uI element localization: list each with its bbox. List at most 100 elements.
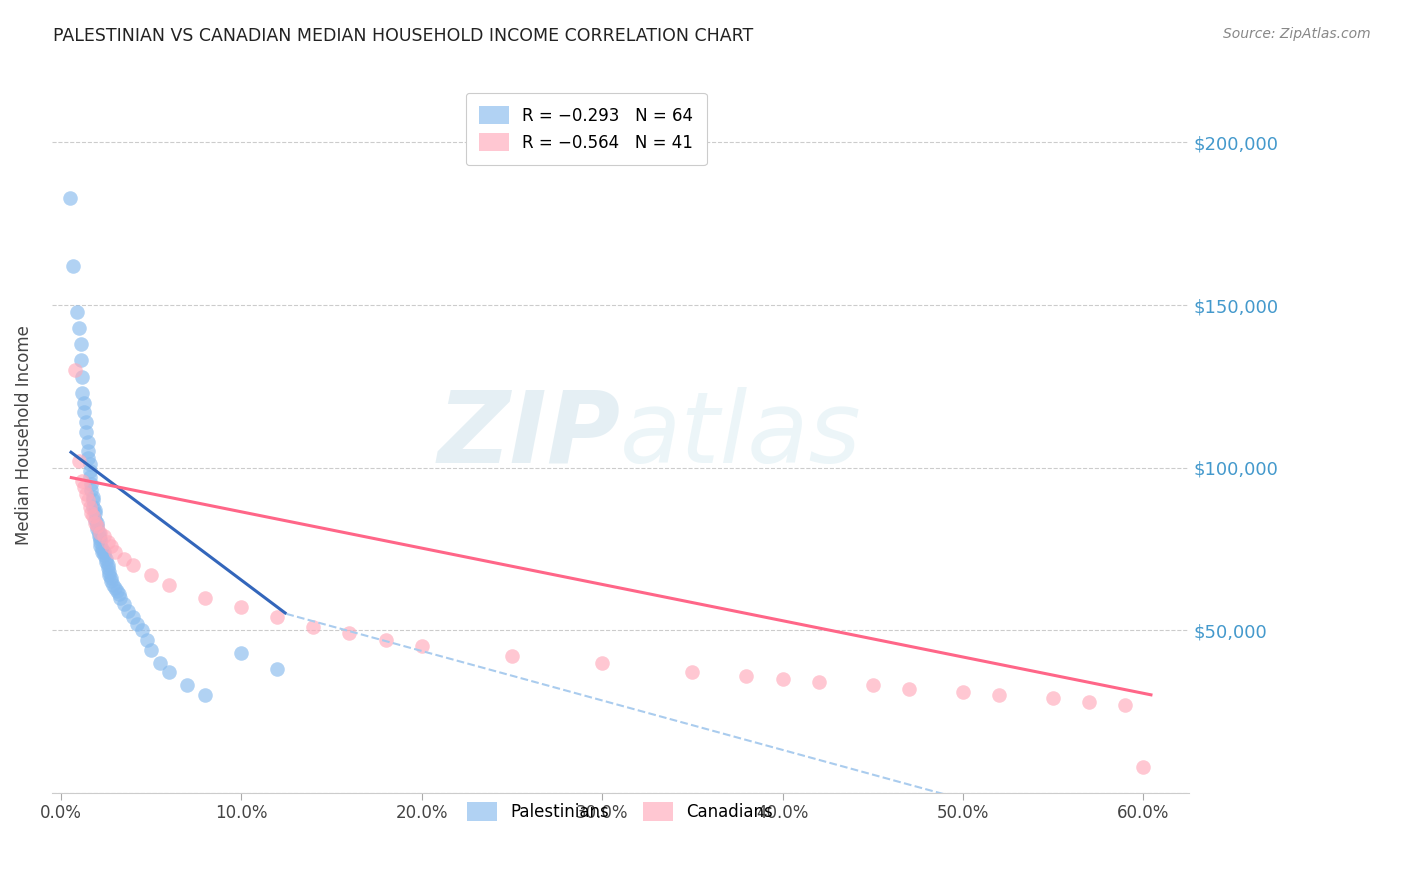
Point: [93, 545, 115, 559]
Point: [84, 512, 107, 526]
Point: [82, 493, 104, 508]
Point: [591, 656, 613, 670]
Point: [82, 490, 104, 504]
Point: [104, 581, 127, 595]
Point: [73, 395, 96, 409]
Point: [63, 363, 86, 377]
Point: [79, 470, 101, 484]
Point: [139, 642, 162, 657]
Point: [100, 571, 122, 585]
Point: [104, 545, 127, 559]
Point: [862, 678, 884, 692]
Point: [79, 458, 101, 472]
Text: Source: ZipAtlas.com: Source: ZipAtlas.com: [1223, 27, 1371, 41]
Point: [122, 558, 145, 573]
Point: [73, 480, 96, 494]
Point: [72, 474, 94, 488]
Point: [89, 532, 111, 546]
Point: [80, 483, 103, 498]
Point: [302, 620, 325, 634]
Point: [86, 519, 108, 533]
Point: [69, 353, 91, 368]
Point: [69, 337, 91, 351]
Point: [75, 486, 97, 500]
Point: [112, 551, 135, 566]
Point: [98, 565, 121, 579]
Point: [131, 623, 153, 637]
Point: [66, 304, 89, 318]
Point: [84, 516, 107, 530]
Point: [86, 522, 108, 536]
Point: [136, 632, 159, 647]
Point: [231, 646, 253, 660]
Point: [72, 385, 94, 400]
Point: [194, 688, 217, 702]
Point: [94, 551, 117, 566]
Point: [89, 525, 111, 540]
Point: [87, 529, 110, 543]
Point: [80, 476, 103, 491]
Point: [76, 493, 98, 508]
Point: [772, 672, 794, 686]
Point: [952, 685, 974, 699]
Point: [117, 604, 139, 618]
Point: [82, 500, 104, 514]
Point: [76, 434, 98, 449]
Point: [107, 587, 129, 601]
Point: [105, 584, 128, 599]
Text: atlas: atlas: [620, 386, 862, 483]
Point: [91, 545, 114, 559]
Point: [988, 688, 1011, 702]
Point: [87, 525, 110, 540]
Point: [76, 450, 98, 465]
Point: [80, 506, 103, 520]
Point: [1132, 759, 1154, 773]
Point: [97, 558, 120, 573]
Text: PALESTINIAN VS CANADIAN MEDIAN HOUSEHOLD INCOME CORRELATION CHART: PALESTINIAN VS CANADIAN MEDIAN HOUSEHOLD…: [53, 27, 754, 45]
Point: [84, 506, 107, 520]
Point: [97, 561, 120, 575]
Point: [501, 649, 523, 664]
Point: [411, 640, 433, 654]
Point: [72, 369, 94, 384]
Point: [101, 577, 124, 591]
Point: [93, 529, 115, 543]
Point: [62, 259, 84, 273]
Point: [76, 444, 98, 458]
Point: [67, 320, 90, 334]
Point: [176, 678, 198, 692]
Point: [75, 425, 97, 439]
Point: [339, 626, 361, 640]
Point: [86, 519, 108, 533]
Point: [807, 675, 830, 690]
Legend: Palestinians, Canadians: Palestinians, Canadians: [454, 789, 786, 834]
Point: [374, 632, 396, 647]
Point: [59, 191, 82, 205]
Point: [139, 567, 162, 582]
Point: [125, 616, 148, 631]
Point: [79, 500, 101, 514]
Point: [97, 535, 120, 549]
Point: [897, 681, 920, 696]
Point: [149, 656, 172, 670]
Point: [266, 610, 288, 624]
Point: [100, 574, 122, 589]
Point: [79, 464, 101, 478]
Point: [73, 405, 96, 419]
Point: [112, 597, 135, 611]
Point: [681, 665, 703, 680]
Point: [1042, 691, 1064, 706]
Point: [75, 415, 97, 429]
Point: [157, 577, 180, 591]
Point: [91, 541, 114, 556]
Point: [231, 600, 253, 615]
Point: [110, 591, 132, 605]
Point: [67, 454, 90, 468]
Point: [86, 516, 108, 530]
Point: [1114, 698, 1136, 712]
Point: [89, 535, 111, 549]
Y-axis label: Median Household Income: Median Household Income: [15, 325, 32, 545]
Point: [84, 503, 107, 517]
Point: [266, 662, 288, 676]
Point: [89, 539, 111, 553]
